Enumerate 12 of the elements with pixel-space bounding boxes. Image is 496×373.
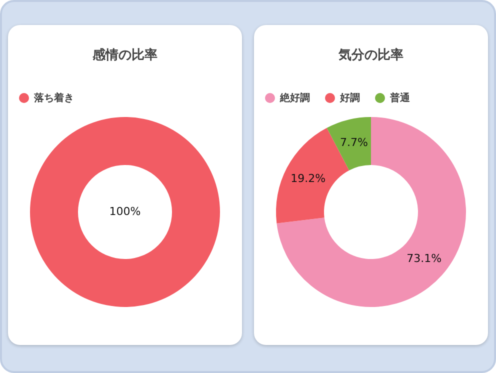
chart-title: 気分の比率: [338, 47, 404, 63]
data-label: 100%: [109, 205, 141, 218]
donut-slice: [276, 117, 466, 307]
legend-label: 絶好調: [279, 92, 310, 104]
donut-slice: [326, 117, 371, 170]
data-label: 19.2%: [290, 172, 326, 185]
data-label: 73.1%: [406, 252, 442, 266]
legend-label: 普通: [389, 92, 411, 104]
chart-title: 感情の比率: [92, 47, 158, 63]
legend-label: 好調: [339, 92, 360, 104]
legend-label: 落ち着き: [33, 92, 74, 104]
data-label: 7.7%: [340, 136, 368, 150]
